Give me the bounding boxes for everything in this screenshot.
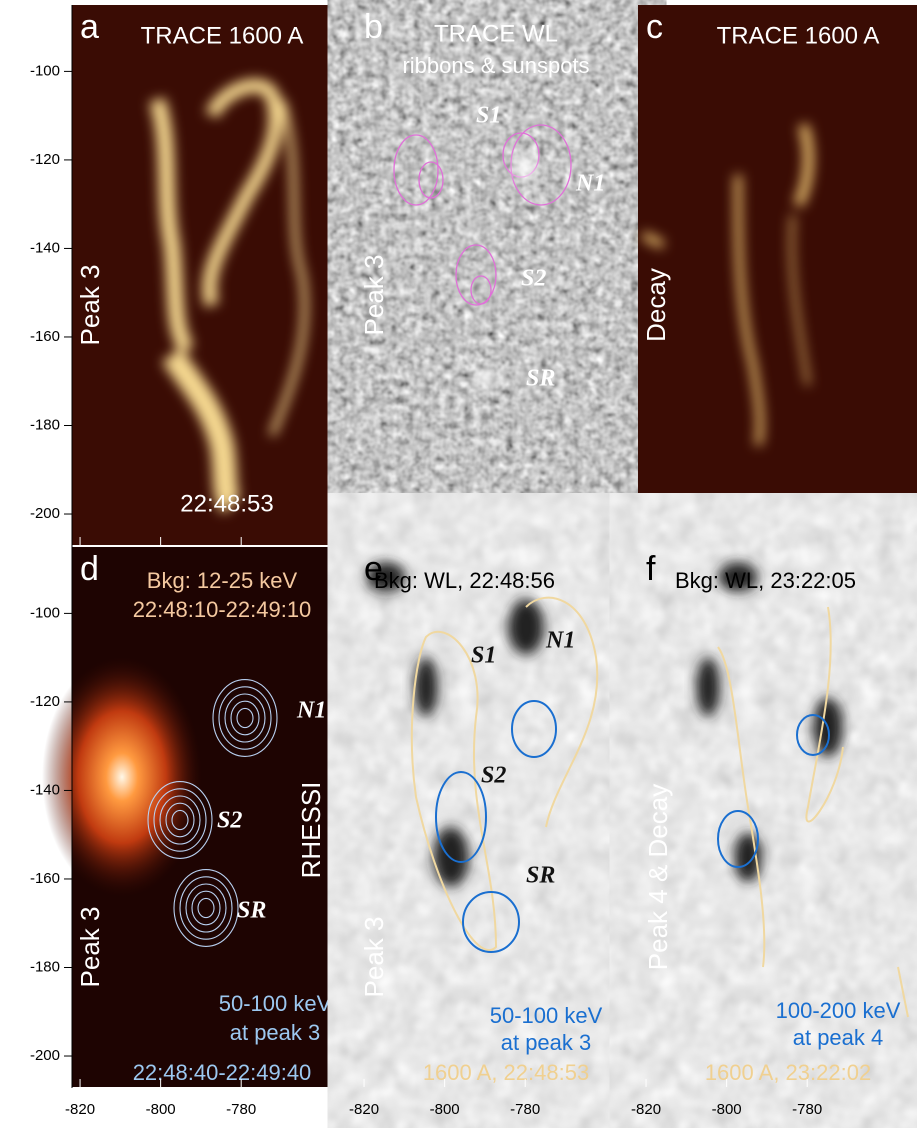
- note: 1600 A, 23:22:02: [705, 1060, 871, 1085]
- y-tick-label: -160: [30, 870, 60, 887]
- sunspot: [508, 599, 544, 655]
- source-label: S1: [476, 103, 501, 129]
- side-label: Peak 3: [75, 907, 105, 988]
- note: 50-100 keV: [219, 991, 332, 1016]
- noise: [356, 5, 638, 545]
- hxr-source: [42, 657, 202, 897]
- sunspot: [696, 657, 720, 717]
- panel-letter: b: [364, 8, 383, 46]
- y-tick-label: -160: [30, 328, 60, 345]
- note: 50-100 keV: [490, 1003, 603, 1028]
- source-label: S2: [521, 266, 546, 292]
- note: Diff: 22:48:56-: [427, 496, 565, 521]
- y-tick-label: -100: [30, 62, 60, 79]
- instrument-label: RHESSI: [296, 782, 326, 879]
- panel-title: TRACE 1600 A: [141, 22, 304, 49]
- source-label: N1: [545, 628, 575, 654]
- panel-title: ribbons & sunspots: [402, 53, 589, 78]
- bright-spot: [476, 367, 496, 387]
- panel: eBkg: WL, 22:48:56Peak 3S1N1S2SR50-100 k…: [356, 547, 638, 1087]
- panel-letter: d: [80, 550, 99, 588]
- panel-title: TRACE 1600 A: [717, 22, 880, 49]
- y-tick-label: -200: [30, 505, 60, 522]
- source-label: SR: [526, 366, 555, 392]
- x-tick-label: -800: [146, 1101, 176, 1118]
- source-label: N1: [296, 698, 326, 724]
- panel-title: Bkg: 12-25 keV: [147, 568, 298, 593]
- panel: c TRACE 1600 A Decay 23:22:02: [638, 5, 917, 545]
- panel-letter: a: [80, 8, 99, 46]
- source-label: SR: [526, 863, 555, 889]
- panel: f Bkg: WL, 23:22:05 Peak 4 & Decay 100-200 …: [638, 547, 917, 1087]
- side-label: Peak 3: [75, 265, 105, 346]
- x-tick-label: -820: [65, 1101, 95, 1118]
- x-tick-label: -780: [510, 1101, 540, 1118]
- note: at peak 4: [793, 1025, 884, 1050]
- panel-title: 22:48:10-22:49:10: [133, 597, 312, 622]
- note: 22:48:53: [180, 490, 273, 517]
- panel-title: Bkg: WL, 23:22:05: [675, 568, 856, 593]
- x-tick-label: -780: [792, 1101, 822, 1118]
- note: 1600 A, 22:48:53: [423, 1060, 589, 1085]
- figure: a TRACE 1600 A Peak 3 22:48:53 b TRACE WL ribb…: [0, 0, 917, 1128]
- y-tick-label: -200: [30, 1047, 60, 1064]
- side-label: Peak 3: [359, 255, 389, 336]
- y-tick-label: -120: [30, 693, 60, 710]
- source-label: N1: [575, 171, 605, 197]
- y-tick-label: -140: [30, 781, 60, 798]
- note: 22:48:40-22:49:40: [133, 1060, 312, 1085]
- source-label: S1: [471, 643, 496, 669]
- note: 100-200 keV: [776, 998, 901, 1023]
- panel: b TRACE WL ribbons & sunspots Peak 3 S1 N1 S2 S…: [356, 5, 638, 551]
- side-label: Peak 4 & Decay: [643, 784, 673, 970]
- panel-letter: c: [646, 8, 663, 46]
- source-label: S2: [217, 808, 242, 834]
- note: at peak 3: [501, 1030, 592, 1055]
- x-tick-label: -800: [712, 1101, 742, 1118]
- y-tick-label: -180: [30, 958, 60, 975]
- x-tick-label: -780: [226, 1101, 256, 1118]
- x-tick-label: -800: [430, 1101, 460, 1118]
- y-tick-label: -140: [30, 239, 60, 256]
- source-label: S2: [481, 763, 506, 789]
- source-label: SR: [237, 898, 266, 924]
- side-label: Peak 3: [359, 917, 389, 998]
- y-tick-label: -100: [30, 604, 60, 621]
- panel: a TRACE 1600 A Peak 3 22:48:53: [72, 5, 354, 545]
- bright-spot: [514, 155, 534, 179]
- side-label: Decay: [641, 268, 671, 342]
- panel-letter: f: [646, 550, 656, 588]
- panel-title: Bkg: WL, 22:48:56: [374, 568, 555, 593]
- y-tick-label: -120: [30, 151, 60, 168]
- note: at peak 3: [230, 1020, 321, 1045]
- y-tick-label: -180: [30, 416, 60, 433]
- panel: d Bkg: 12-25 keV 22:48:10-22:49:10 Peak 3 N1…: [42, 547, 354, 1087]
- panel-bg: [638, 5, 917, 545]
- panel-title: TRACE WL: [434, 20, 558, 47]
- x-tick-label: -820: [349, 1101, 379, 1118]
- note: 23:22:02: [741, 490, 834, 517]
- x-tick-label: -820: [631, 1101, 661, 1118]
